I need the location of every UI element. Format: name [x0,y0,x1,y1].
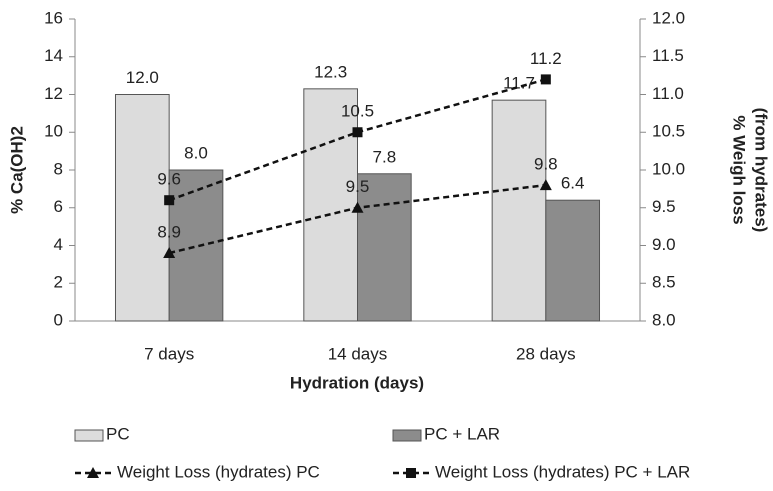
y2-tick-label: 9.0 [652,235,676,254]
legend-label: PC [106,424,130,443]
line-marker [352,127,363,138]
y2-tick-label: 10.0 [652,159,685,178]
line-marker [164,195,175,206]
y-tick-label: 2 [54,273,63,292]
line-marker [351,201,364,213]
bar [168,169,224,322]
bar-value-label: 6.4 [561,174,585,193]
y2-tick-label: 9.5 [652,197,676,216]
legend-swatch [392,429,422,442]
y-tick-label: 6 [54,197,63,216]
y2-tick-label: 8.5 [652,273,676,292]
y2-axis-title: % Weigh loss [730,115,749,224]
line-value-label: 10.5 [341,102,374,121]
line-value-label: 9.6 [157,170,181,189]
legend-label: PC + LAR [424,424,500,443]
y2-tick-label: 12.0 [652,8,685,27]
line-value-label: 9.5 [346,177,370,196]
bar-value-label: 12.3 [314,62,347,81]
bar-value-label: 12.0 [126,68,159,87]
y2-tick-label: 10.5 [652,122,685,141]
bar-value-label: 7.8 [373,147,397,166]
legend-marker [87,467,99,478]
x-tick-label: 14 days [328,344,388,363]
y-tick-label: 14 [44,46,63,65]
x-tick-label: 7 days [144,344,194,363]
line-value-label: 11.2 [530,49,562,68]
x-tick-label: 28 days [516,344,576,363]
bar [114,94,170,322]
bar-value-label: 8.0 [184,143,208,162]
y-tick-label: 10 [44,122,63,141]
legend-label: Weight Loss (hydrates) PC [117,462,320,481]
bar-value-label: 11.7 [503,74,535,93]
y-tick-label: 4 [54,235,63,254]
y-tick-label: 16 [44,8,63,27]
y-tick-label: 12 [44,84,63,103]
line-marker [163,247,176,259]
line-marker [539,179,552,191]
y2-tick-label: 11.5 [652,46,684,65]
y-tick-label: 8 [54,159,63,178]
line-value-label: 9.8 [534,155,558,174]
bar [357,173,412,322]
y2-tick-label: 8.0 [652,310,676,329]
bar [545,199,601,322]
y-axis-title: % Ca(OH)2 [7,126,26,214]
legend-label: Weight Loss (hydrates) PC + LAR [435,462,690,481]
bar [303,88,359,322]
legend-swatch [74,429,104,442]
legend-marker [406,468,416,478]
line-value-label: 8.9 [157,223,181,242]
y2-tick-label: 11.0 [652,84,684,103]
y-tick-label: 0 [54,310,63,329]
line-marker [540,74,551,85]
bar [491,99,547,322]
x-axis-title: Hydration (days) [290,373,424,392]
y2-axis-title: (from hydrates) [752,108,771,233]
